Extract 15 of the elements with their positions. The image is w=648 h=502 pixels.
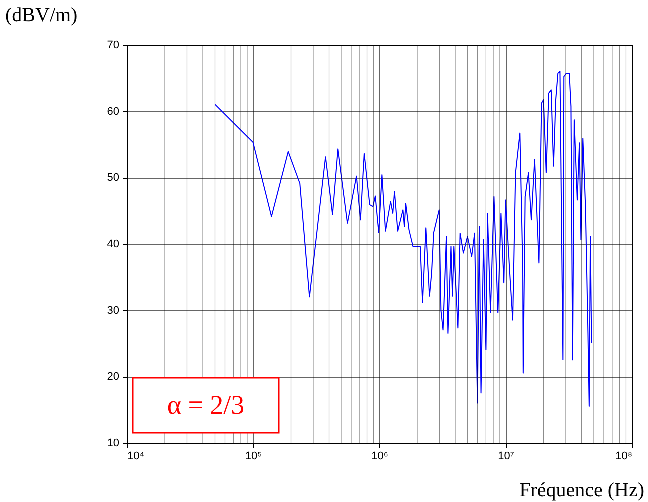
y-tick-label: 40 bbox=[107, 238, 120, 250]
x-tick-label: 10⁶ bbox=[372, 450, 388, 462]
x-tick-label: 10⁵ bbox=[245, 450, 262, 462]
y-tick-label: 10 bbox=[107, 438, 120, 450]
y-tick-label: 20 bbox=[107, 371, 120, 384]
y-tick-label: 60 bbox=[107, 106, 120, 118]
y-tick-label: 70 bbox=[107, 40, 120, 52]
x-tick-label: 10⁴ bbox=[128, 450, 145, 462]
y-tick-label: 30 bbox=[107, 304, 120, 317]
x-axis-title: Fréquence (Hz) bbox=[520, 480, 644, 502]
x-tick-label: 10⁷ bbox=[498, 450, 514, 462]
y-tick-label: 50 bbox=[107, 172, 120, 184]
x-tick-label: 10⁸ bbox=[616, 450, 632, 462]
annotation: α = 2/3 bbox=[167, 390, 245, 420]
y-axis-title: (dBV/m) bbox=[6, 4, 78, 26]
